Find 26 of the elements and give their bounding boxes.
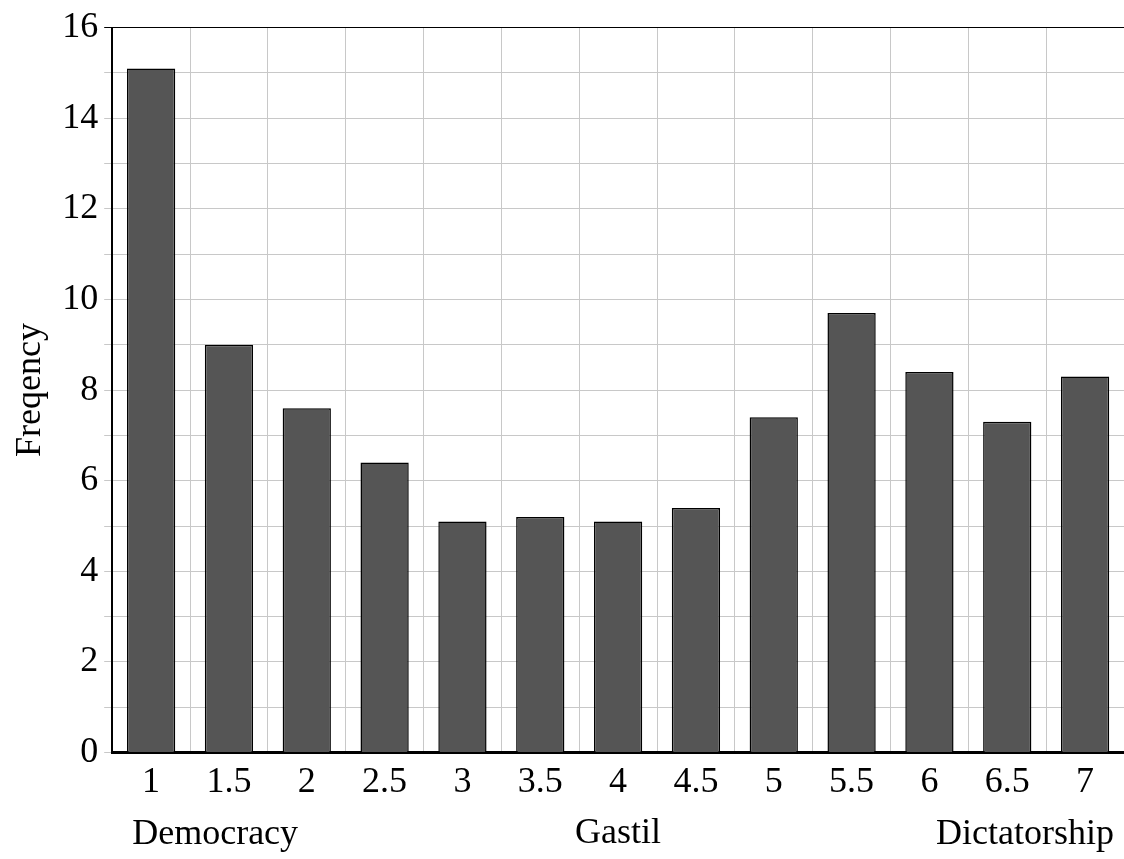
x-tick-label: 6.5 [984, 759, 1030, 800]
x-tick-label: 2.5 [362, 759, 408, 800]
y-tick-label: 14 [62, 95, 99, 136]
x-tick-label: 4.5 [673, 759, 719, 800]
x-tick-label: 2 [297, 759, 316, 800]
x-tick-label: 6 [920, 759, 939, 800]
x-tick-label: 3.5 [517, 759, 563, 800]
y-tick-label: 6 [80, 458, 99, 499]
y-tick-label: 4 [80, 548, 99, 589]
x-axis-title: Gastil [575, 810, 662, 851]
y-tick-label: 12 [62, 186, 99, 227]
x-tick-label: 7 [1076, 759, 1095, 800]
y-tick-label: 0 [80, 730, 99, 771]
x-tick-label: 1 [142, 759, 161, 800]
text: Dictatorship [936, 812, 1114, 853]
y-tick-label: 16 [62, 5, 99, 46]
y-tick-label: 8 [80, 367, 99, 408]
y-axis-title: Freqency [8, 323, 49, 458]
x-tick-label: 5 [764, 759, 783, 800]
text: Democracy [132, 812, 299, 853]
x-tick-label: 3 [453, 759, 472, 800]
x-tick-label: 5.5 [829, 759, 875, 800]
y-tick-label: 10 [62, 276, 99, 317]
y-tick-label: 2 [80, 639, 99, 680]
x-tick-label: 4 [609, 759, 628, 800]
x-tick-label: 1.5 [206, 759, 252, 800]
